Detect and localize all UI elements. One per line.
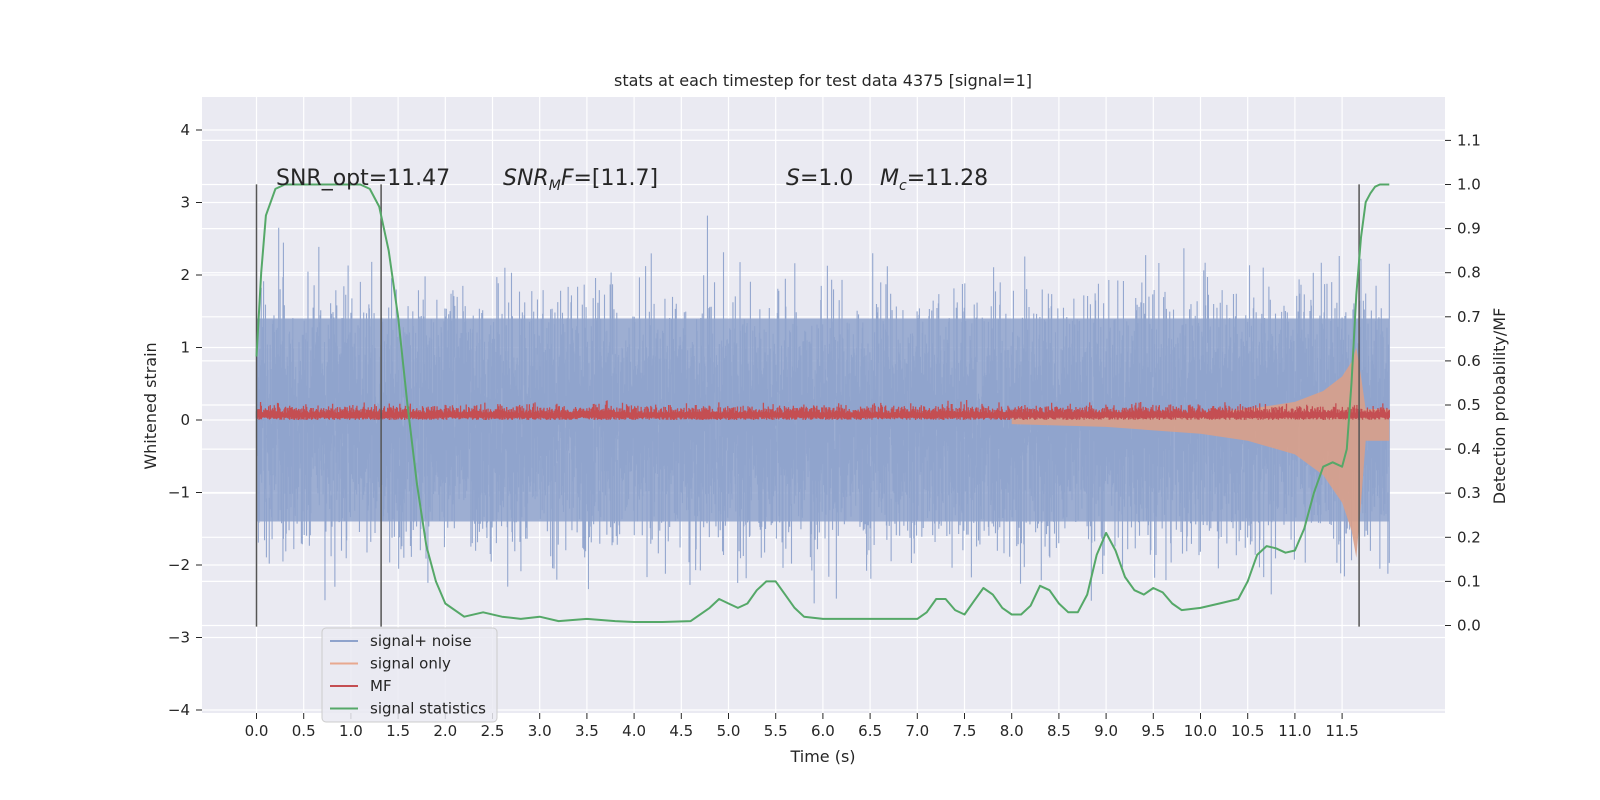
x-tick-label: 10.5 xyxy=(1231,722,1264,740)
y2-axis-label: Detection probability/MF xyxy=(1490,308,1509,505)
signal-statistics-line xyxy=(255,183,1390,623)
y2-tick-label: 0.7 xyxy=(1457,308,1481,326)
x-tick-label: 4.0 xyxy=(622,722,646,740)
legend-box xyxy=(321,627,498,723)
x-tick-label: 11.5 xyxy=(1325,722,1358,740)
x-tick-label: 2.0 xyxy=(433,722,457,740)
legend-label: MF xyxy=(370,677,392,695)
y-tick-label: 4 xyxy=(180,121,190,139)
y2-tick-label: 0.0 xyxy=(1457,617,1481,635)
x-tick-label: 3.0 xyxy=(528,722,552,740)
y-tick-label: 3 xyxy=(180,194,190,212)
y-tick-label: −2 xyxy=(168,556,190,574)
chart-title: stats at each timestep for test data 437… xyxy=(614,71,1032,90)
annotation-mc: Mc=11.28 xyxy=(880,166,988,194)
annotation-s: S=1.0 xyxy=(786,166,853,191)
x-axis-label: Time (s) xyxy=(789,747,855,766)
y2-tick-label: 0.6 xyxy=(1457,352,1481,370)
x-tick-label: 3.5 xyxy=(575,722,599,740)
y2-tick-label: 0.5 xyxy=(1457,396,1481,414)
x-tick-label: 1.0 xyxy=(339,722,363,740)
annotation-snr-mf: SNRMF=[11.7] xyxy=(503,166,658,194)
y2-tick-label: 0.4 xyxy=(1457,440,1481,458)
signal-statistics-series xyxy=(255,183,1390,623)
y-axis-label: Whitened strain xyxy=(141,342,160,469)
x-tick-label: 8.0 xyxy=(1000,722,1024,740)
x-tick-label: 9.0 xyxy=(1094,722,1118,740)
y-tick-label: −3 xyxy=(168,629,190,647)
x-tick-label: 7.0 xyxy=(905,722,929,740)
y2-tick-label: 0.1 xyxy=(1457,572,1481,590)
y2-tick-label: 0.8 xyxy=(1457,264,1481,282)
annotation-snr-opt: SNR_opt=11.47 xyxy=(276,166,450,191)
x-tick-label: 9.5 xyxy=(1141,722,1165,740)
x-tick-label: 8.5 xyxy=(1047,722,1071,740)
y2-tick-label: 0.3 xyxy=(1457,484,1481,502)
x-tick-label: 7.5 xyxy=(953,722,977,740)
legend-label: signal statistics xyxy=(370,700,486,718)
legend-label: signal+ noise xyxy=(370,632,472,650)
x-tick-label: 10.0 xyxy=(1184,722,1217,740)
legend: signal+ noise signal only MF signal statist… xyxy=(321,627,498,723)
y-tick-label: −4 xyxy=(168,701,190,719)
y2-tick-label: 0.2 xyxy=(1457,528,1481,546)
y2-tick-label: 1.1 xyxy=(1457,131,1481,149)
x-tick-label: 1.5 xyxy=(386,722,410,740)
y2-tick-label: 1.0 xyxy=(1457,176,1481,194)
y-tick-label: 2 xyxy=(180,266,190,284)
x-tick-label: 6.5 xyxy=(858,722,882,740)
y-tick-label: −1 xyxy=(168,484,190,502)
y-tick-label: 0 xyxy=(180,411,190,429)
legend-label: signal only xyxy=(370,655,451,673)
x-tick-label: 4.5 xyxy=(669,722,693,740)
x-tick-label: 6.0 xyxy=(811,722,835,740)
x-tick-label: 0.0 xyxy=(245,722,269,740)
x-tick-label: 0.5 xyxy=(292,722,316,740)
x-tick-label: 5.0 xyxy=(717,722,741,740)
axis-ticks: 0.0 0.5 1.0 1.5 2.0 2.5 3.0 3.5 4.0 4.5 5.0 5.5 6.0 6… xyxy=(168,121,1481,740)
x-tick-label: 2.5 xyxy=(481,722,505,740)
x-tick-label: 5.5 xyxy=(764,722,788,740)
y2-tick-label: 0.9 xyxy=(1457,220,1481,238)
x-tick-label: 11.0 xyxy=(1278,722,1311,740)
y-tick-label: 1 xyxy=(180,339,190,357)
